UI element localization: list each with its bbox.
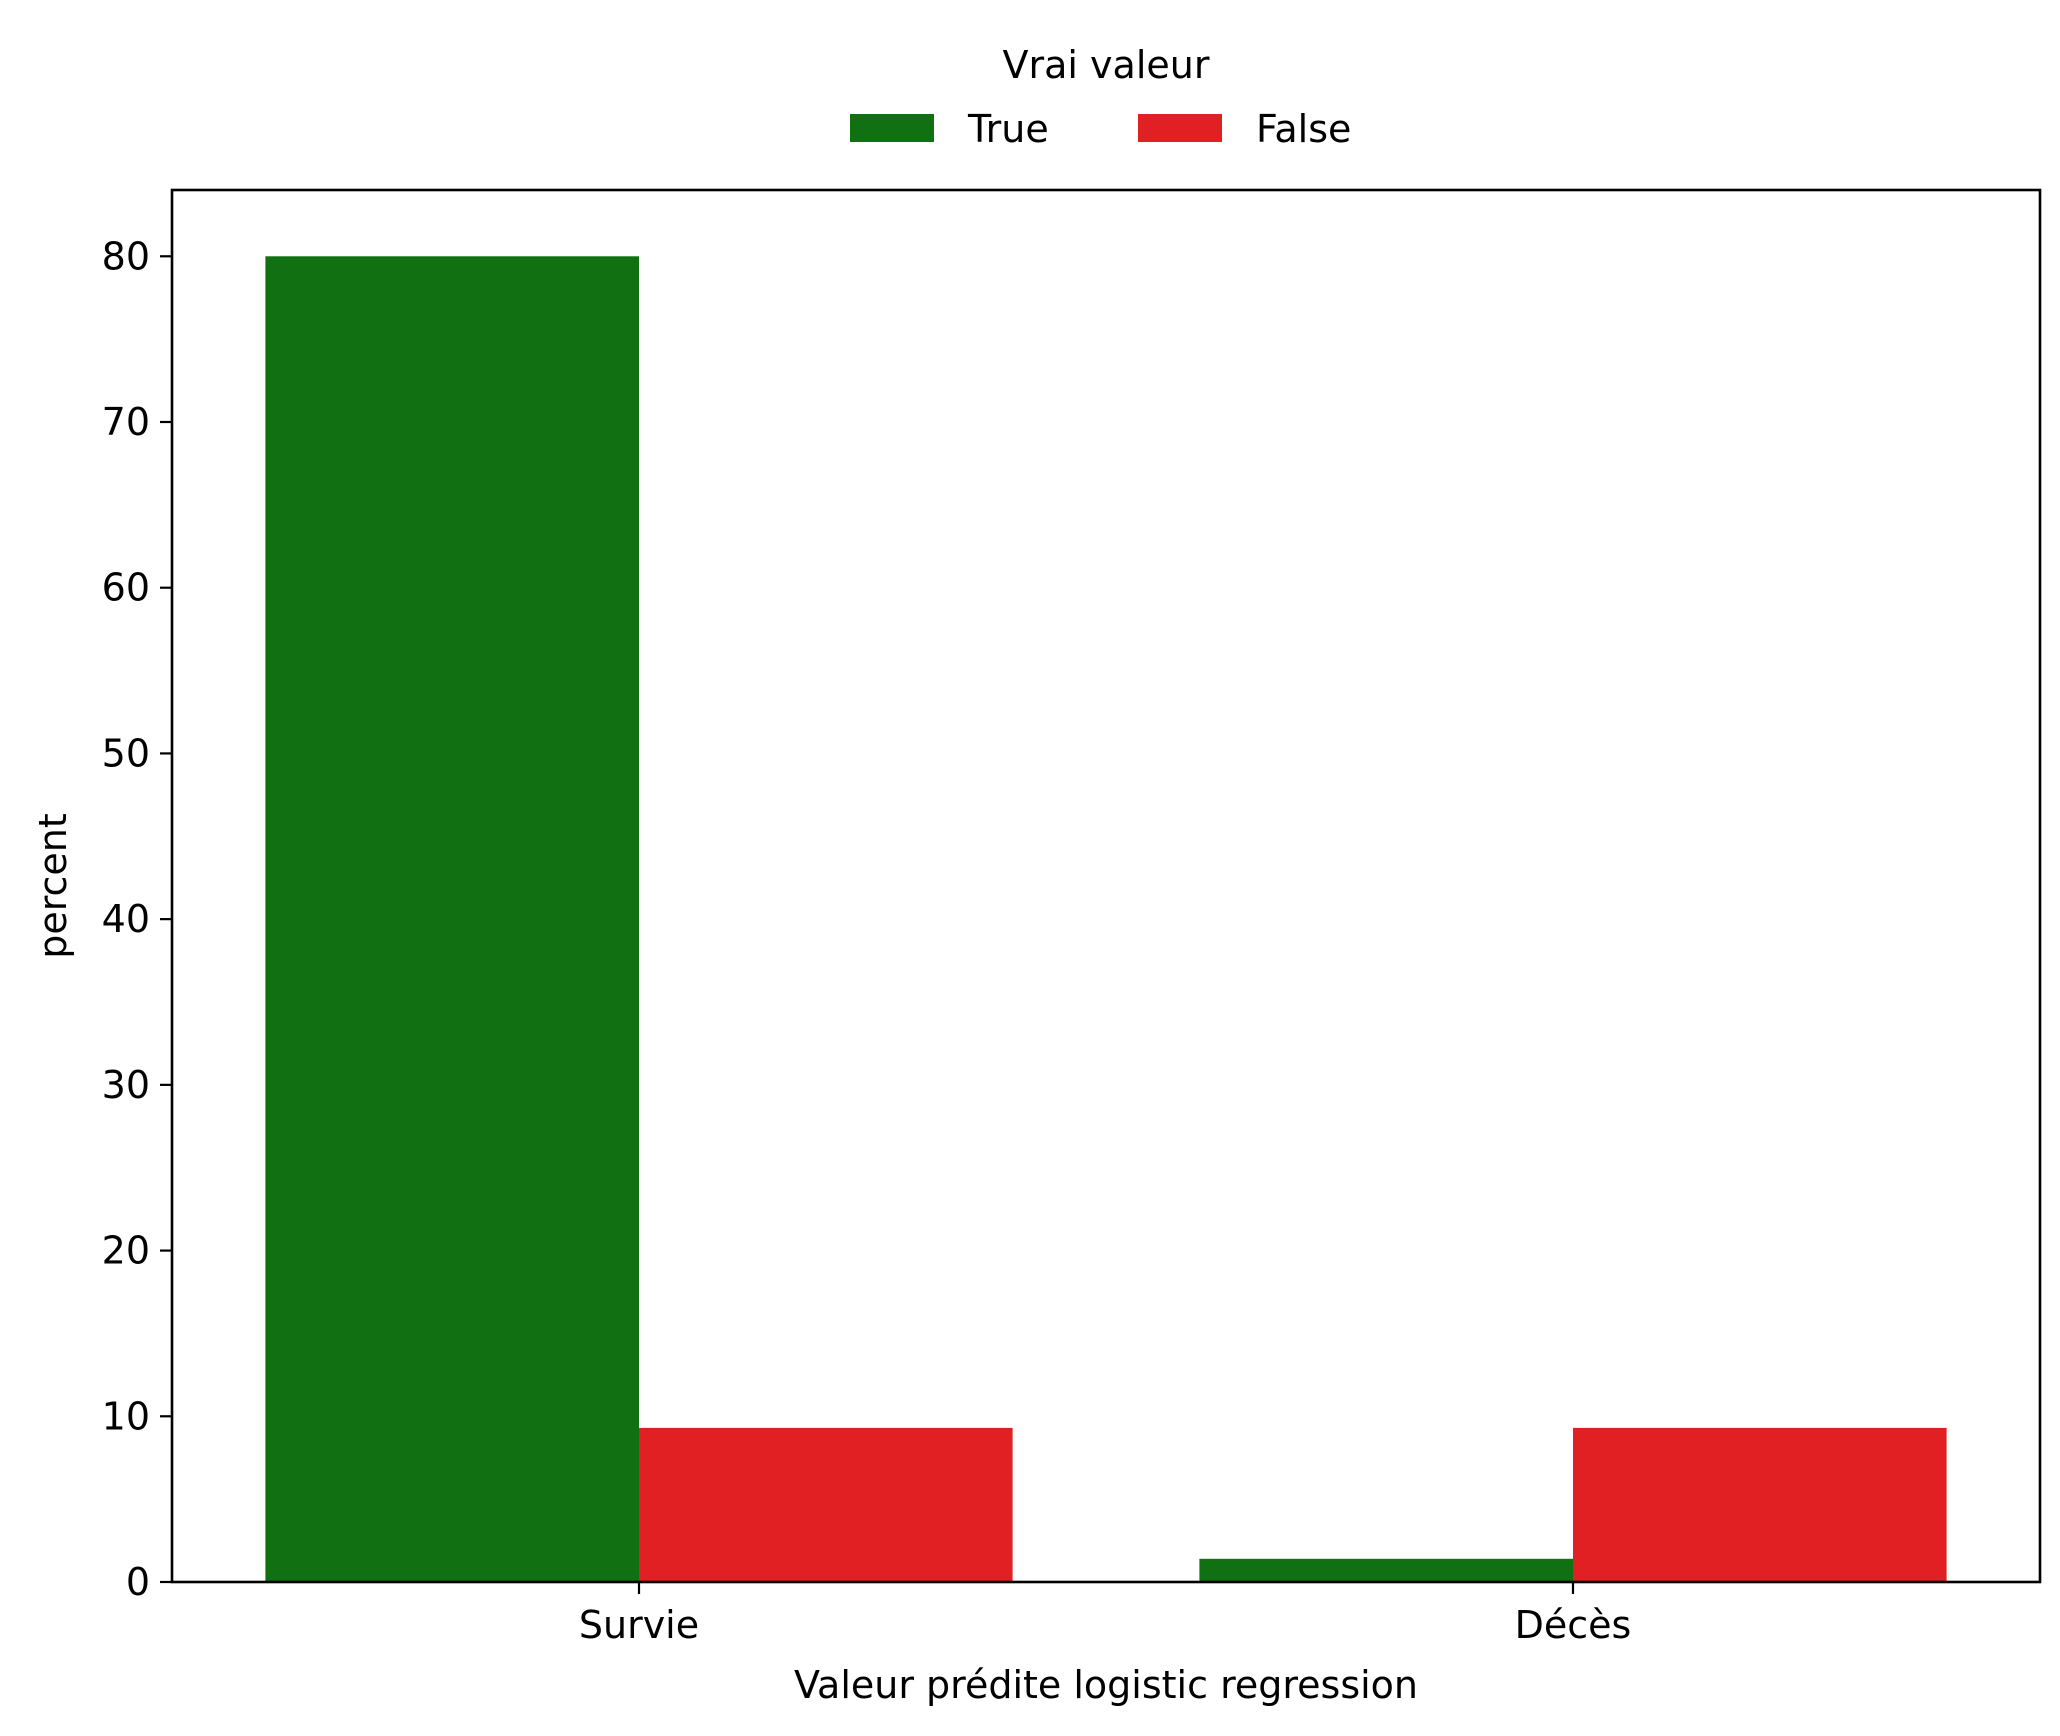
y-tick-label: 80 [102,234,150,278]
legend-label-false: False [1256,107,1351,151]
y-tick-label: 0 [126,1560,150,1604]
y-tick-label: 40 [102,897,150,941]
bar-false-1 [1573,1427,1947,1582]
x-axis-label: Valeur prédite logistic regression [794,1663,1418,1707]
y-tick-label: 10 [102,1394,150,1438]
x-tick-label: Décès [1515,1603,1632,1647]
bar-true-1 [1199,1558,1573,1582]
legend-label-true: True [967,107,1049,151]
bar-true-0 [265,256,639,1582]
y-tick-label: 70 [102,400,150,444]
y-tick-label: 50 [102,731,150,775]
legend-title: Vrai valeur [1003,43,1210,87]
legend: Vrai valeur True False [850,43,1351,151]
y-tick-label: 30 [102,1063,150,1107]
y-tick-label: 60 [102,566,150,610]
axes-layer: 0 10 20 30 40 50 60 70 80 Survie Décès [102,188,2042,1647]
x-tick-label: Survie [579,1603,699,1647]
y-tick-label: 20 [102,1229,150,1273]
legend-swatch-true [850,114,934,142]
legend-swatch-false [1138,114,1222,142]
plot-frame [170,188,2042,1584]
bar-false-0 [639,1427,1013,1582]
y-axis-label: percent [31,813,75,959]
bars-layer [265,256,1947,1582]
